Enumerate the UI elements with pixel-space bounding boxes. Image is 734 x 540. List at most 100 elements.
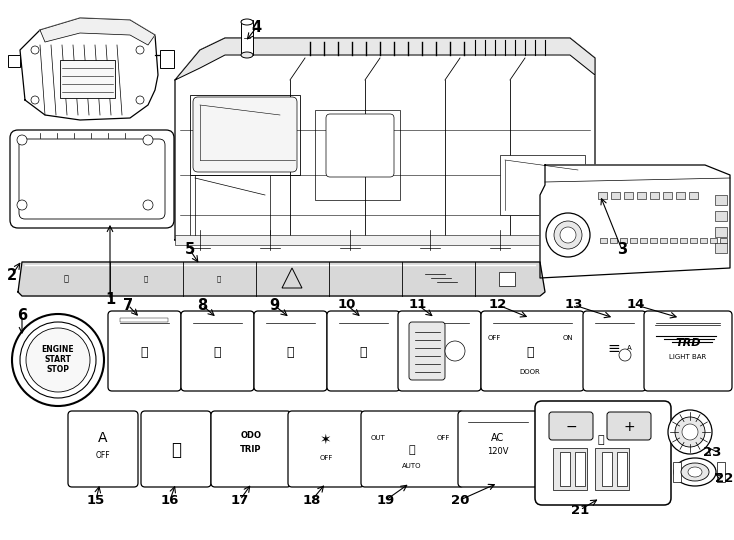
- Circle shape: [554, 221, 582, 249]
- Circle shape: [619, 349, 631, 361]
- Text: 23: 23: [703, 446, 722, 458]
- Polygon shape: [175, 38, 595, 80]
- Text: 4: 4: [251, 21, 261, 36]
- FancyBboxPatch shape: [68, 411, 138, 487]
- Text: 14: 14: [627, 299, 645, 312]
- Bar: [715, 243, 727, 253]
- Text: 6: 6: [17, 307, 27, 322]
- Text: 🚗: 🚗: [140, 346, 148, 359]
- Bar: [602, 452, 612, 486]
- Bar: [598, 192, 607, 199]
- Bar: [715, 195, 727, 205]
- Text: 13: 13: [564, 299, 584, 312]
- FancyBboxPatch shape: [409, 322, 445, 380]
- Text: TRIP: TRIP: [240, 446, 262, 455]
- Bar: [315, 110, 400, 200]
- Text: 🔦: 🔦: [286, 346, 294, 359]
- Circle shape: [26, 328, 90, 392]
- Bar: [660, 238, 667, 243]
- Circle shape: [31, 46, 39, 54]
- Text: ✶: ✶: [320, 433, 332, 447]
- FancyBboxPatch shape: [535, 401, 671, 505]
- Text: 11: 11: [409, 299, 427, 312]
- Text: 15: 15: [87, 494, 105, 507]
- Bar: [595, 448, 629, 490]
- Polygon shape: [18, 262, 545, 296]
- Text: START: START: [45, 355, 71, 364]
- Circle shape: [136, 96, 144, 104]
- Circle shape: [560, 227, 576, 243]
- Bar: [680, 238, 687, 243]
- FancyBboxPatch shape: [288, 411, 364, 487]
- Bar: [560, 452, 570, 486]
- Bar: [650, 192, 659, 199]
- Text: 5: 5: [185, 242, 195, 258]
- Text: OUT: OUT: [371, 435, 386, 441]
- Bar: [120, 318, 168, 322]
- Text: 22: 22: [715, 471, 733, 484]
- Text: LIGHT BAR: LIGHT BAR: [669, 354, 707, 360]
- Circle shape: [20, 322, 96, 398]
- FancyBboxPatch shape: [607, 412, 651, 440]
- Polygon shape: [175, 38, 595, 240]
- Bar: [241, 20, 253, 55]
- FancyBboxPatch shape: [10, 130, 174, 228]
- Ellipse shape: [688, 467, 702, 477]
- Text: 20: 20: [451, 494, 469, 507]
- Text: 9: 9: [269, 298, 279, 313]
- Bar: [190, 95, 300, 175]
- Circle shape: [136, 46, 144, 54]
- Text: 120V: 120V: [487, 448, 509, 456]
- Bar: [500, 155, 585, 215]
- Text: 18: 18: [303, 494, 321, 507]
- FancyBboxPatch shape: [181, 311, 254, 391]
- Bar: [617, 452, 627, 486]
- Bar: [676, 192, 685, 199]
- Bar: [650, 238, 657, 243]
- Bar: [8, 55, 20, 67]
- Bar: [700, 238, 707, 243]
- FancyBboxPatch shape: [141, 411, 211, 487]
- Text: −: −: [565, 420, 577, 434]
- Text: +: +: [623, 420, 635, 434]
- Circle shape: [143, 135, 153, 145]
- Text: ≡: ≡: [608, 341, 620, 355]
- Text: A: A: [98, 431, 108, 445]
- Bar: [60, 60, 115, 98]
- Text: 2: 2: [7, 267, 17, 282]
- Text: ⬜: ⬜: [144, 276, 148, 282]
- Text: 16: 16: [161, 494, 179, 507]
- Text: A: A: [627, 345, 631, 351]
- Text: 3: 3: [617, 242, 627, 258]
- Text: 7: 7: [123, 298, 133, 313]
- Bar: [690, 238, 697, 243]
- Text: 10: 10: [338, 299, 356, 312]
- Circle shape: [17, 200, 27, 210]
- Bar: [600, 238, 607, 243]
- Bar: [715, 211, 727, 221]
- Bar: [673, 462, 681, 482]
- Text: AC: AC: [491, 433, 505, 443]
- Text: OFF: OFF: [437, 435, 450, 441]
- Bar: [720, 238, 727, 243]
- Text: ODO: ODO: [241, 431, 261, 441]
- Text: STOP: STOP: [46, 366, 70, 375]
- Bar: [717, 462, 725, 482]
- Bar: [610, 238, 617, 243]
- Text: DOOR: DOOR: [520, 369, 540, 375]
- Circle shape: [12, 314, 104, 406]
- Text: 12: 12: [489, 299, 507, 312]
- FancyBboxPatch shape: [19, 139, 165, 219]
- Text: 🚙: 🚙: [214, 346, 221, 359]
- Text: 1: 1: [105, 293, 115, 307]
- Circle shape: [143, 200, 153, 210]
- Bar: [670, 238, 677, 243]
- Circle shape: [445, 341, 465, 361]
- Bar: [160, 50, 174, 68]
- FancyBboxPatch shape: [583, 311, 646, 391]
- Text: AUTO: AUTO: [402, 463, 422, 469]
- FancyBboxPatch shape: [254, 311, 327, 391]
- Bar: [710, 238, 717, 243]
- Circle shape: [17, 135, 27, 145]
- Text: OFF: OFF: [487, 335, 501, 341]
